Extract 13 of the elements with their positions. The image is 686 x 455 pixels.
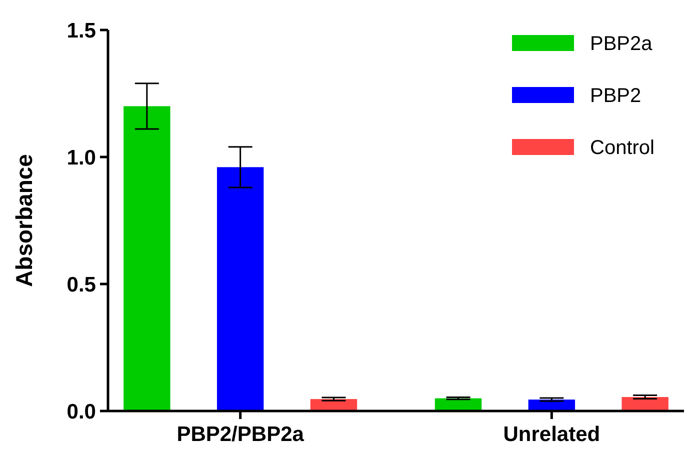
y-tick-label: 0.5 <box>66 273 96 296</box>
legend-label: PBP2 <box>590 85 642 107</box>
x-tick-label: PBP2/PBP2a <box>176 423 304 446</box>
legend-label: PBP2a <box>590 33 654 55</box>
bar <box>124 106 170 411</box>
bar <box>622 397 668 411</box>
y-axis-title: Absorbance <box>11 154 37 287</box>
legend-label: Control <box>590 137 654 159</box>
x-tick-label: Unrelated <box>503 423 600 446</box>
y-tick-label: 1.0 <box>66 146 96 170</box>
bar <box>216 167 264 411</box>
y-tick-label: 0.0 <box>66 400 96 424</box>
y-tick-label: 1.5 <box>66 19 96 42</box>
